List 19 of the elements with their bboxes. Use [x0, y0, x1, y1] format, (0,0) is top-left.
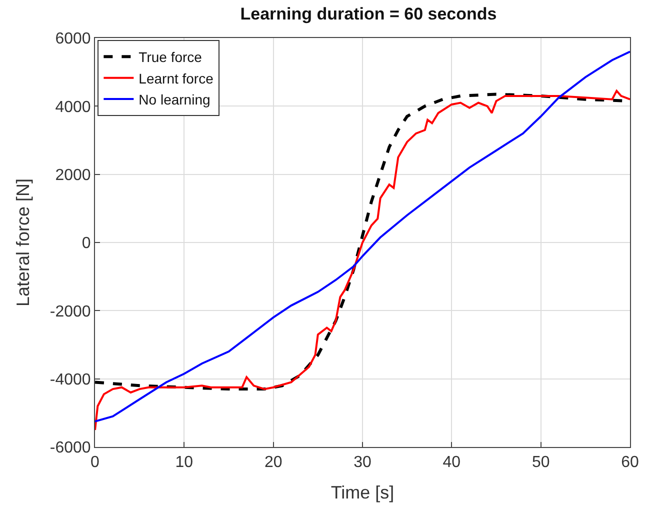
y-axis-title: Lateral force [N]	[13, 178, 34, 307]
y-tick-label: -6000	[50, 440, 91, 457]
y-tick-label: 2000	[55, 166, 91, 184]
x-axis-title: Time [s]	[330, 482, 394, 502]
x-tick-label: 20	[264, 454, 282, 472]
x-tick-label: 30	[354, 454, 372, 472]
x-tick-label: 40	[442, 454, 461, 472]
y-tick-label: -2000	[50, 303, 91, 320]
x-tick-label: 50	[532, 454, 550, 472]
y-tick-label: 0	[82, 235, 91, 252]
legend-label: Learnt force	[138, 70, 214, 86]
legend-label: No learning	[138, 92, 210, 108]
y-tick-label: 4000	[55, 98, 91, 116]
chart-title: Learning duration = 60 seconds	[240, 4, 497, 24]
x-tick-label: 60	[621, 454, 639, 472]
legend-label: True force	[138, 49, 202, 66]
y-tick-label: -4000	[50, 371, 91, 388]
y-tick-label: 6000	[55, 30, 91, 48]
x-tick-label: 10	[175, 454, 194, 472]
